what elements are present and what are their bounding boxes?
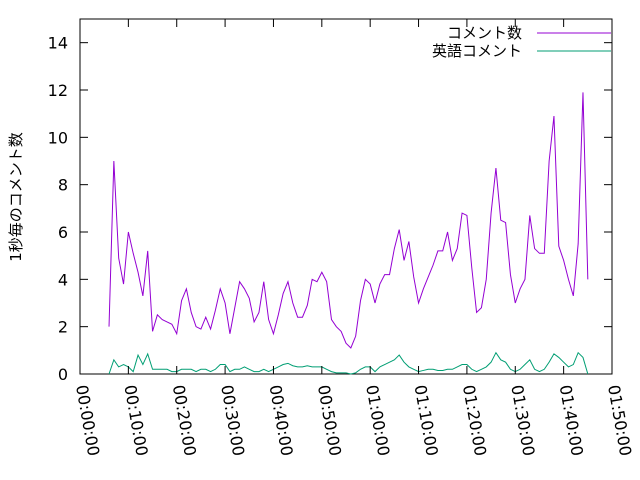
x-tick-label: 00:20:00: [169, 383, 200, 457]
x-tick-label: 00:50:00: [314, 383, 345, 457]
x-tick-label: 01:40:00: [556, 383, 587, 457]
legend-label-1: 英語コメント: [432, 42, 522, 60]
x-tick-label: 01:00:00: [362, 383, 393, 457]
y-axis-label: 1秒毎のコメント数: [7, 132, 25, 262]
y-tick-label: 6: [58, 223, 68, 242]
plot-border: [79, 18, 613, 375]
y-axis-ticks: 0 2 4 6 8 10 12 14: [48, 34, 612, 384]
x-tick-label: 00:00:00: [72, 383, 103, 457]
y-tick-label: 8: [58, 176, 68, 195]
y-tick-label: 2: [58, 318, 68, 337]
x-tick-label: 00:40:00: [266, 383, 297, 457]
x-tick-label: 01:20:00: [459, 383, 490, 457]
x-tick-label: 00:10:00: [120, 383, 151, 457]
x-tick-label: 01:30:00: [507, 383, 538, 457]
x-tick-label: 00:30:00: [217, 383, 248, 457]
legend-label-0: コメント数: [447, 24, 522, 42]
x-tick-label: 01:10:00: [411, 383, 442, 457]
y-tick-label: 4: [58, 270, 68, 289]
y-tick-label: 10: [48, 128, 68, 147]
x-tick-label: 01:50:00: [604, 383, 635, 457]
y-tick-label: 0: [58, 365, 68, 384]
y-tick-label: 14: [48, 34, 68, 53]
series-line-1: [108, 351, 589, 375]
y-tick-label: 12: [48, 81, 68, 100]
series-layer: [108, 92, 589, 375]
series-line-0: [108, 92, 589, 349]
x-axis-ticks: 00:00:00 00:10:00 00:20:00 00:30:00 00:40:00…: [72, 19, 635, 457]
plot-frame: [79, 18, 613, 375]
